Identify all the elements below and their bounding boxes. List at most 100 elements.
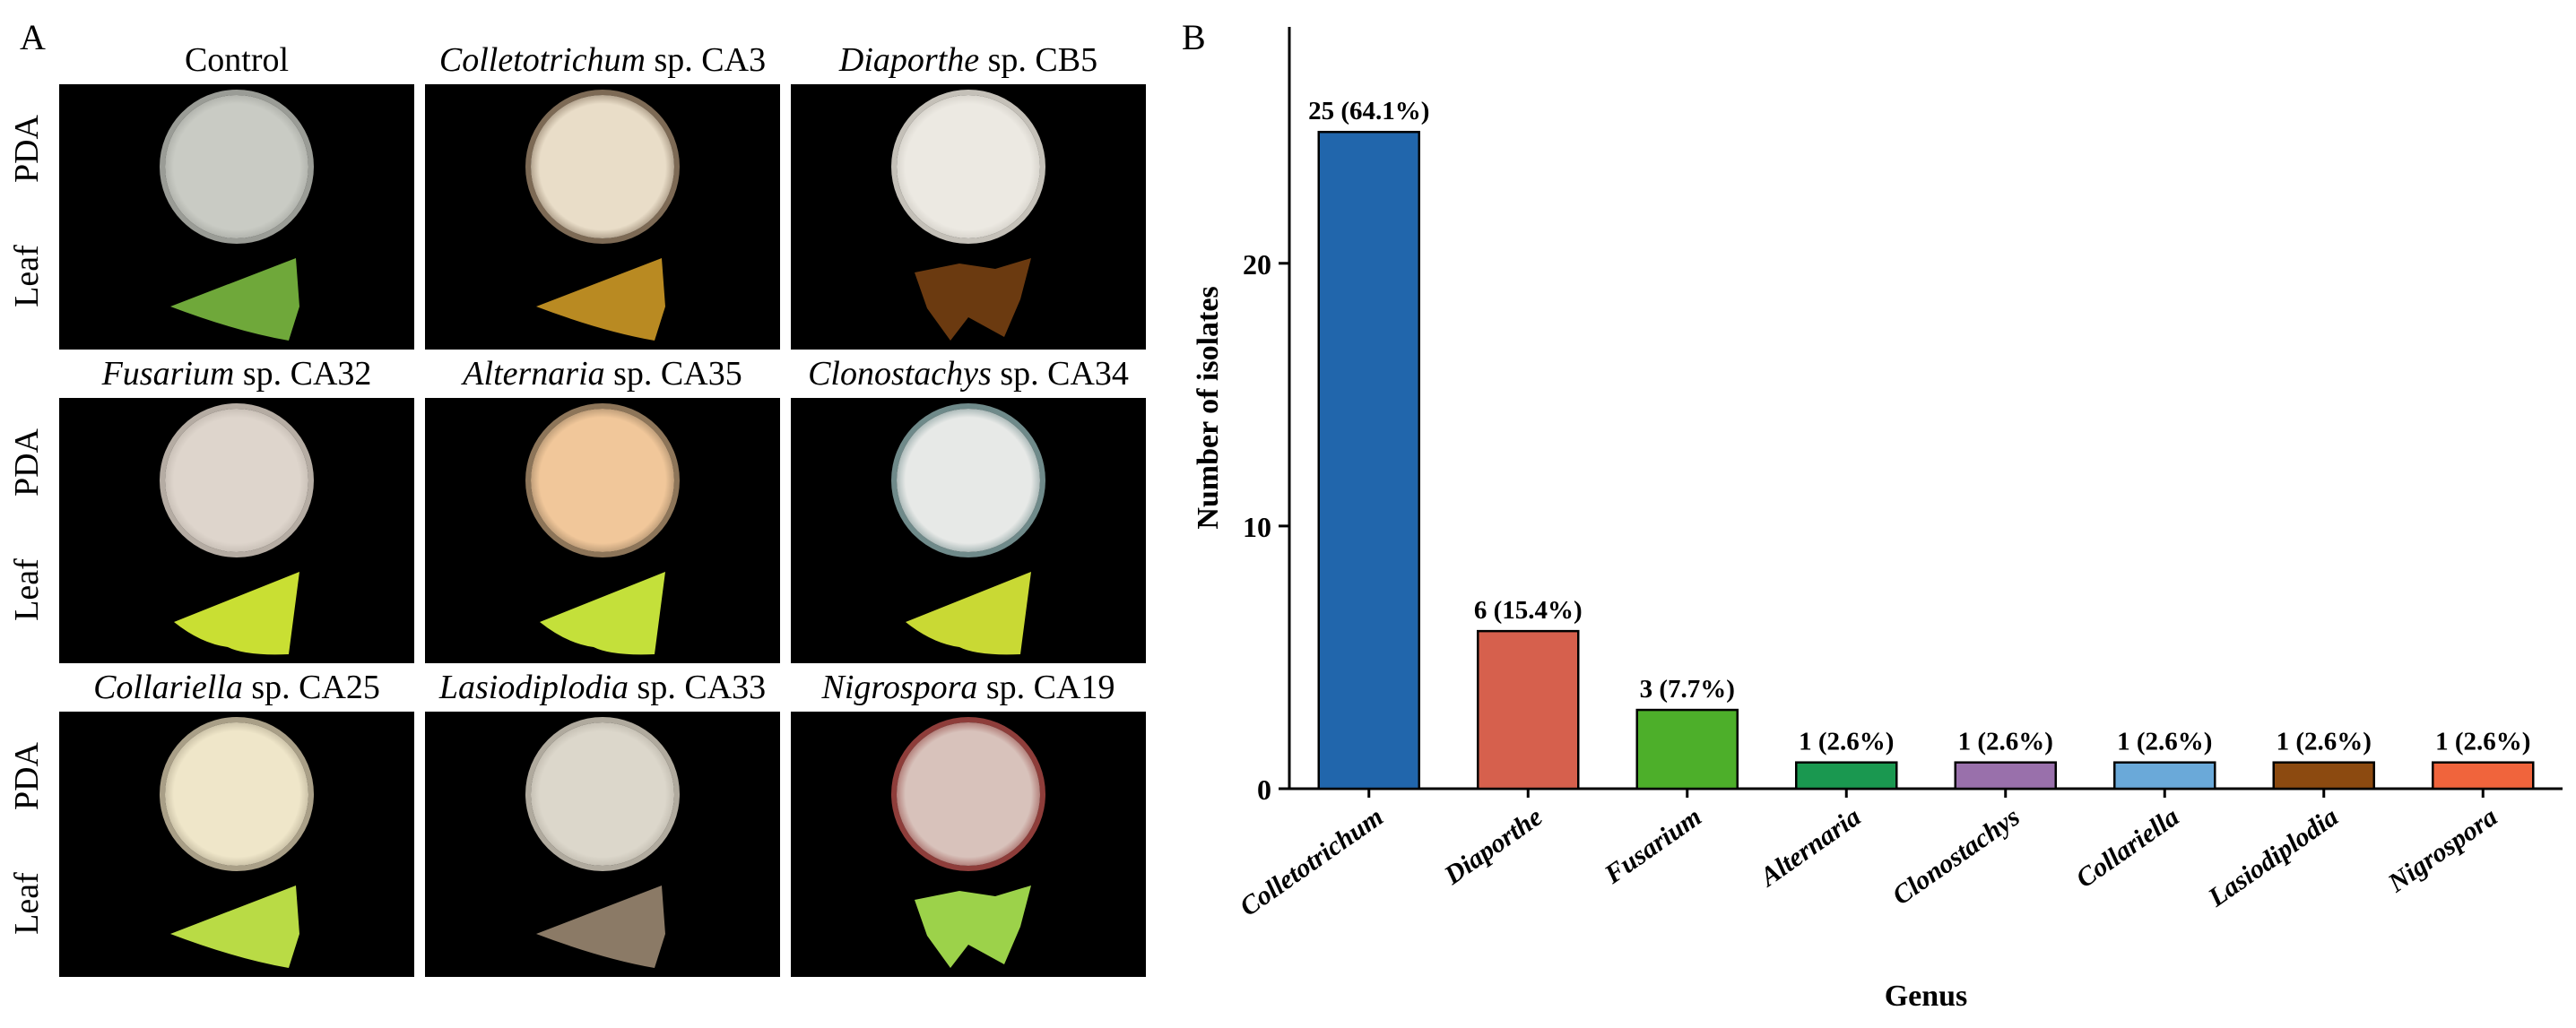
isolate-title: Lasiodiplodia sp. CA33	[425, 663, 780, 712]
x-tick-label: Clonostachys	[1887, 802, 2025, 911]
leaf-sample	[536, 885, 665, 968]
leaf-sample	[540, 572, 665, 655]
isolate-title: Fusarium sp. CA32	[59, 350, 414, 398]
isolate-title: Collariella sp. CA25	[59, 663, 414, 712]
isolate-photo	[425, 398, 780, 663]
isolate-cell: Control	[59, 36, 414, 350]
isolate-photo	[59, 712, 414, 977]
leaf-sample	[174, 572, 299, 655]
isolate-title: Nigrospora sp. CA19	[791, 663, 1146, 712]
x-tick-label: Collariella	[2070, 802, 2184, 894]
isolate-title: Alternaria sp. CA35	[425, 350, 780, 398]
row-label-pda: PDA	[8, 114, 46, 184]
isolate-strain: sp. CA33	[629, 669, 767, 706]
bar-data-label: 3 (7.7%)	[1640, 675, 1735, 704]
isolate-strain: sp. CA19	[977, 669, 1115, 706]
row-label-pda: PDA	[8, 428, 46, 497]
isolate-cell: Nigrospora sp. CA19	[791, 663, 1146, 977]
bar-clonostachys	[1954, 761, 2057, 790]
panel-b-letter: B	[1182, 17, 1206, 57]
isolate-cell: Clonostachys sp. CA34	[791, 350, 1146, 663]
pda-plate	[165, 95, 308, 238]
bar-lasiodiplodia	[2272, 761, 2375, 790]
bar-data-label: 6 (15.4%)	[1474, 596, 1583, 625]
isolate-photo	[425, 712, 780, 977]
panel-a-letter: A	[20, 17, 46, 57]
x-tick-label: Colletotrichum	[1235, 802, 1389, 922]
bar-data-label: 1 (2.6%)	[2117, 728, 2212, 756]
x-axis-title: Genus	[1885, 980, 1968, 1013]
isolate-cell: Fusarium sp. CA32	[59, 350, 414, 663]
bar-fusarium	[1635, 708, 1739, 790]
isolate-genus: Nigrospora	[821, 669, 978, 706]
isolates-bar-chart: 0 10 20 25 (64.1%) Colletotrichum 6 (15.4%) Di…	[1192, 27, 2563, 1013]
x-tick-label: Lasiodiplodia	[2202, 802, 2344, 913]
isolate-title: Colletotrichum sp. CA3	[425, 36, 780, 84]
bar-data-label: 1 (2.6%)	[2277, 728, 2372, 756]
isolate-photo	[791, 84, 1146, 350]
isolate-cell: Colletotrichum sp. CA3	[425, 36, 780, 350]
pda-plate	[165, 722, 308, 866]
isolate-genus: Lasiodiplodia	[438, 669, 629, 706]
leaf-sample	[170, 258, 299, 341]
isolate-strain: sp. CA32	[234, 355, 372, 393]
bar-diaporthe	[1477, 629, 1580, 790]
bar-alternaria	[1795, 761, 1898, 790]
panel-a-image-grid: Control Colletotrichum sp. CA3 Diaporthe s…	[59, 36, 1171, 995]
isolate-cell: Collariella sp. CA25	[59, 663, 414, 977]
bar-data-label: 1 (2.6%)	[1958, 728, 2053, 756]
row-label-leaf: Leaf	[8, 245, 46, 307]
leaf-sample	[906, 572, 1031, 655]
isolate-strain: Control	[184, 41, 290, 79]
y-tick-label: 20	[1243, 248, 1271, 281]
isolate-strain: sp. CB5	[979, 41, 1098, 79]
pda-plate	[531, 95, 674, 238]
bar-data-label: 1 (2.6%)	[1799, 728, 1894, 756]
isolate-photo	[59, 398, 414, 663]
pda-plate	[531, 409, 674, 552]
isolate-strain: sp. CA25	[242, 669, 380, 706]
isolate-genus: Fusarium	[101, 355, 235, 393]
bar-colletotrichum	[1317, 130, 1420, 790]
bar-nigrospora	[2432, 761, 2535, 790]
isolate-title: Control	[59, 36, 414, 84]
isolate-photo	[59, 84, 414, 350]
isolate-genus: Alternaria	[463, 355, 605, 393]
pda-plate	[531, 722, 674, 866]
leaf-sample	[536, 258, 665, 341]
x-tick-label: Nigrospora	[2382, 802, 2502, 899]
isolate-photo	[425, 84, 780, 350]
bar-collariella	[2113, 761, 2216, 790]
isolate-strain: sp. CA35	[604, 355, 742, 393]
bar-data-label: 1 (2.6%)	[2435, 728, 2530, 756]
isolate-photo	[791, 712, 1146, 977]
isolate-cell: Lasiodiplodia sp. CA33	[425, 663, 780, 977]
isolate-photo	[791, 398, 1146, 663]
isolate-genus: Collariella	[93, 669, 243, 706]
x-tick-label: Diaporthe	[1438, 802, 1548, 891]
leaf-sample	[170, 885, 299, 968]
row-label-leaf: Leaf	[8, 872, 46, 935]
y-axis-title: Number of isolates	[1192, 286, 1225, 529]
row-label-leaf: Leaf	[8, 558, 46, 621]
isolate-strain: sp. CA3	[646, 41, 767, 79]
y-tick-label: 10	[1243, 511, 1271, 543]
y-tick-label: 0	[1257, 773, 1271, 806]
isolate-title: Diaporthe sp. CB5	[791, 36, 1146, 84]
x-tick-label: Fusarium	[1599, 802, 1707, 890]
row-label-pda: PDA	[8, 741, 46, 811]
leaf-sample	[915, 885, 1031, 968]
isolate-genus: Diaporthe	[838, 41, 980, 79]
bar-data-label: 25 (64.1%)	[1308, 97, 1429, 125]
pda-plate	[897, 409, 1040, 552]
leaf-sample	[915, 258, 1031, 341]
x-tick-label: Alternaria	[1754, 802, 1867, 894]
isolate-cell: Diaporthe sp. CB5	[791, 36, 1146, 350]
isolate-cell: Alternaria sp. CA35	[425, 350, 780, 663]
pda-plate	[165, 409, 308, 552]
pda-plate	[897, 722, 1040, 866]
isolate-genus: Clonostachys	[808, 355, 992, 393]
isolate-genus: Colletotrichum	[438, 41, 646, 79]
isolate-title: Clonostachys sp. CA34	[791, 350, 1146, 398]
isolate-strain: sp. CA34	[991, 355, 1129, 393]
